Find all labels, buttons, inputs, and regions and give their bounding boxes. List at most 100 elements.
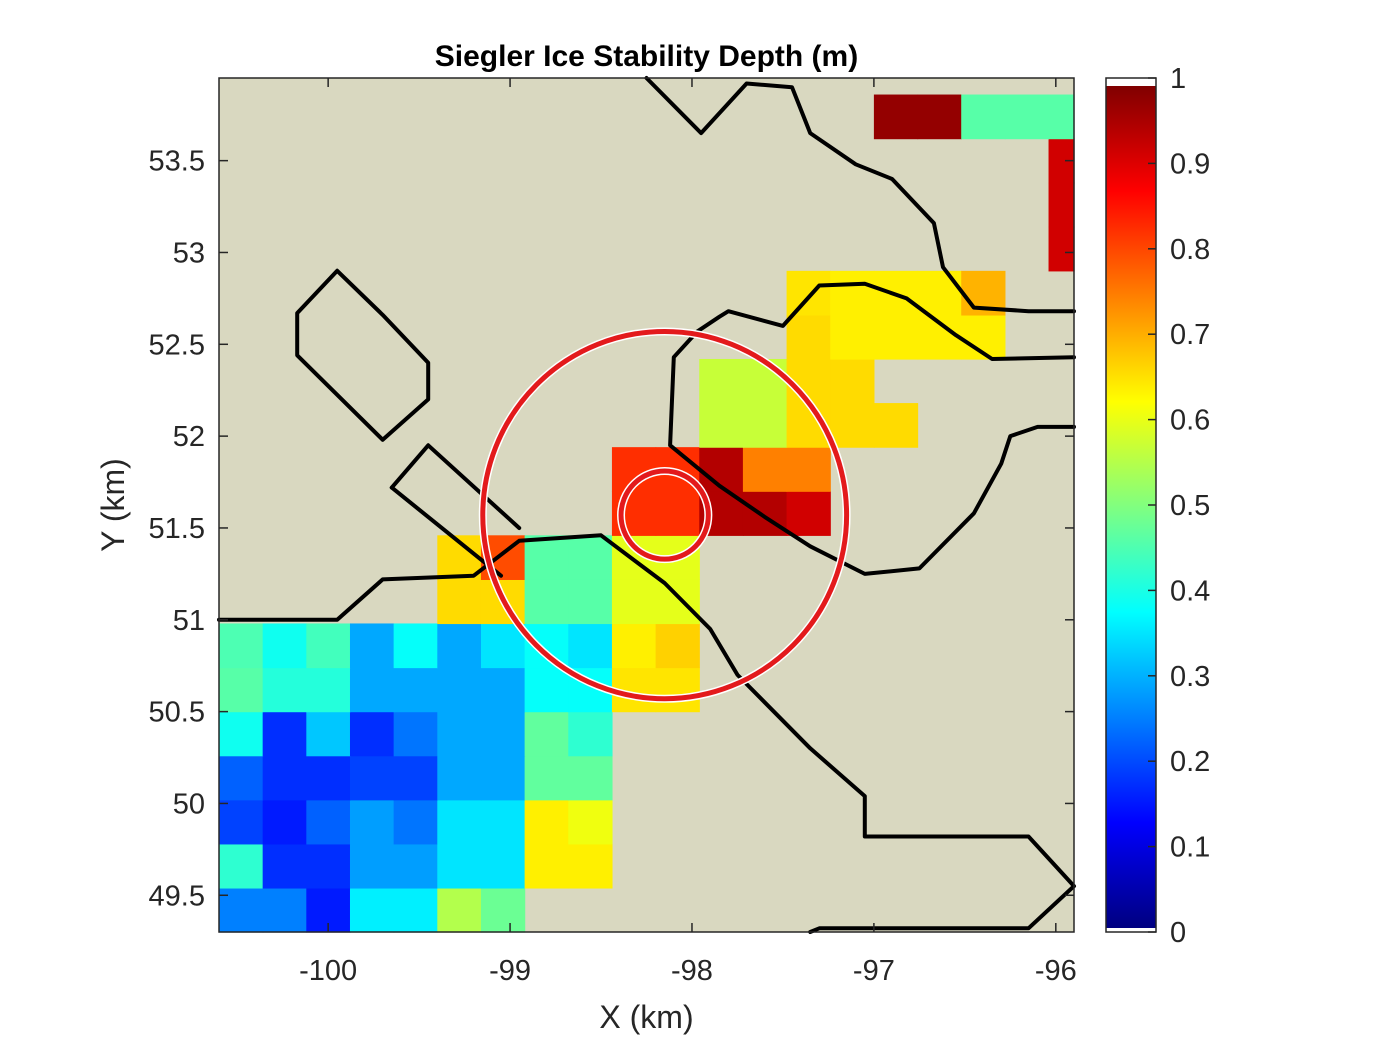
heatmap-cell (480, 711, 526, 757)
heatmap-cell (961, 94, 1006, 140)
heatmap-cell (568, 755, 613, 801)
heatmap-cell (480, 623, 526, 669)
heatmap-cell (1004, 94, 1050, 140)
colorbar-tick-label: 1 (1170, 63, 1186, 95)
heatmap-cell (437, 755, 482, 801)
heatmap-cell (306, 843, 351, 889)
contour-line (217, 533, 1076, 934)
heatmap-cell (524, 843, 569, 889)
x-tick-label: -97 (853, 955, 895, 987)
heatmap-cell (611, 579, 657, 625)
contour-line (668, 281, 1076, 576)
y-tick-label: 50 (173, 788, 205, 820)
heatmap-cell (219, 667, 264, 713)
heatmap-cell (262, 623, 307, 669)
heatmap-cell (611, 623, 657, 669)
heatmap-cell (568, 843, 613, 889)
heatmap-cell (349, 711, 395, 757)
heatmap-cell (349, 799, 395, 845)
annotation-circle (480, 328, 850, 702)
contour-lines (217, 76, 1076, 934)
heatmap-cell (393, 755, 438, 801)
contour-line (389, 485, 503, 578)
colorbar-tick-label: 0 (1170, 917, 1186, 949)
heatmap-cell (873, 314, 919, 360)
heatmap-cell (742, 403, 788, 448)
heatmap-cell (830, 270, 875, 316)
y-tick-label: 53 (173, 237, 205, 269)
plot-frame (218, 77, 1075, 933)
heatmap-cell (524, 667, 569, 713)
heatmap-cell (480, 887, 526, 933)
heatmap-cell (393, 843, 438, 889)
heatmap-cell (524, 755, 569, 801)
heatmap-cell (437, 711, 482, 757)
y-tick-label: 51 (173, 605, 205, 637)
colorbar-tick-label: 0.2 (1170, 746, 1210, 778)
heatmap-cell (349, 667, 395, 713)
heatmap-cell (524, 711, 569, 757)
colorbar-tick-label: 0.8 (1170, 234, 1210, 266)
y-axis-ticks: 49.5 50 50.5 51 51.5 52 52.5 53 53.5 (149, 146, 1074, 912)
colorbar-tick-label: 0.5 (1170, 490, 1210, 522)
heatmap-cell (568, 799, 613, 845)
heatmap-cell (262, 887, 307, 933)
heatmap-cell (655, 579, 700, 625)
heatmap-cell (742, 447, 788, 492)
heatmap-cell (262, 667, 307, 713)
heatmap-cell (306, 667, 351, 713)
heatmap-cell (306, 623, 351, 669)
heatmap-cell (917, 94, 962, 140)
heatmap-cell (349, 887, 395, 933)
heatmap-cell (1048, 182, 1075, 228)
y-tick-label: 51.5 (149, 513, 205, 545)
colorbar-tick-label: 0.1 (1170, 832, 1210, 864)
heatmap-cell (655, 667, 700, 713)
colorbar-tick-label: 0.7 (1170, 319, 1210, 351)
colorbar-tick-label: 0.6 (1170, 405, 1210, 437)
heatmap-cell (699, 447, 744, 492)
x-tick-label: -99 (489, 955, 531, 987)
heatmap-cell (437, 667, 482, 713)
heatmap-cell (480, 667, 526, 713)
chart-title: Siegler Ice Stability Depth (m) (435, 40, 858, 73)
heatmap-cell (873, 94, 919, 140)
heatmap-cell (699, 403, 744, 448)
heatmap-cell (306, 755, 351, 801)
heatmap-cell (262, 711, 307, 757)
annotation-circles (478, 327, 851, 703)
heatmap-cell (393, 887, 438, 933)
heatmap-cell (524, 623, 569, 669)
heatmap-cell (219, 755, 264, 801)
heatmap-cell (393, 667, 438, 713)
colorbar-ticks: 0 0.1 0.2 0.3 0.4 0.5 0.6 0.7 0.8 0.9 1 (1105, 63, 1210, 949)
heatmap-cell (349, 623, 395, 669)
heatmap-cell (393, 623, 438, 669)
heatmap-cell (830, 403, 875, 448)
y-tick-label: 49.5 (149, 880, 205, 912)
heatmap-cell (437, 887, 482, 933)
heatmap-cell (786, 447, 831, 492)
heatmap-cell (655, 623, 700, 669)
heatmap-cell (830, 358, 875, 404)
heatmap-cell (568, 711, 613, 757)
x-tick-label: -96 (1035, 955, 1077, 987)
heatmap-cell (830, 314, 875, 360)
x-tick-label: -100 (299, 955, 357, 987)
heatmap-cell (480, 755, 526, 801)
heatmap-cell (437, 843, 482, 889)
heatmap-cell (524, 579, 569, 625)
heatmap-cell (393, 711, 438, 757)
heatmap-cell (393, 799, 438, 845)
heatmap-cell (480, 799, 526, 845)
y-axis-label: Y (km) (95, 458, 131, 552)
y-tick-label: 53.5 (149, 146, 205, 178)
heatmap-cell (1048, 94, 1075, 140)
heatmap-cell (262, 755, 307, 801)
heatmap-cell (349, 843, 395, 889)
contour-line (389, 443, 522, 530)
heatmap-cell (568, 623, 613, 669)
heatmap-cell (262, 799, 307, 845)
annotation-circle (618, 468, 711, 562)
